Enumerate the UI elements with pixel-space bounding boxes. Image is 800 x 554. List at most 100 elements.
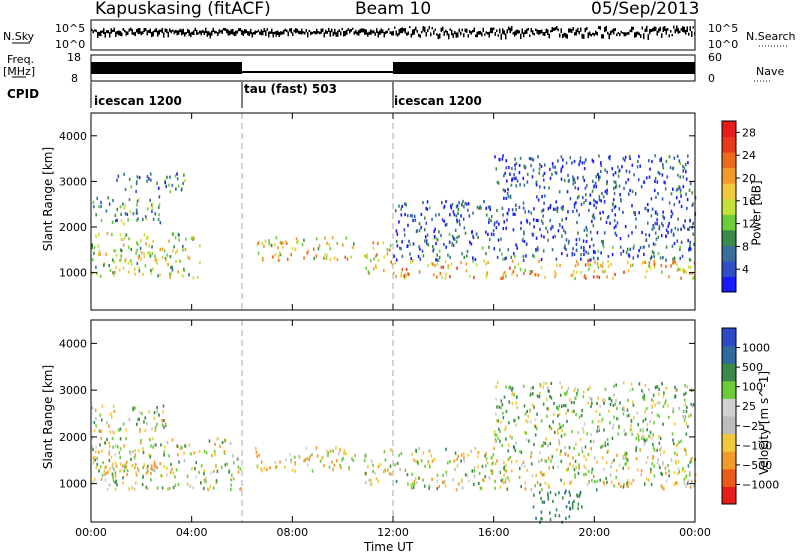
power-cell [493,247,496,251]
nsky-trace-sample [91,28,93,32]
power-cell [188,256,191,260]
velocity-cell [449,459,451,464]
velocity-cell [558,422,561,426]
velocity-cell [159,462,162,466]
power-cell [192,276,195,280]
power-colorbar-tick-label: 24 [742,149,756,162]
velocity-cell [364,471,367,475]
power-cell [663,180,666,184]
power-cell [483,259,485,263]
velocity-cell [166,441,169,445]
power-cell [140,251,143,255]
power-cell [449,275,451,279]
nsky-trace-sample [518,30,520,34]
velocity-cell [343,452,345,456]
velocity-cell [342,456,344,461]
velocity-cell [195,461,198,465]
velocity-cell [142,447,144,451]
velocity-cell [629,388,632,392]
velocity-cell [509,386,512,390]
velocity-cell [209,485,212,489]
nsky-trace-sample [284,28,286,32]
velocity-cell [547,456,550,461]
power-colorbar-cell [722,183,736,200]
power-cell [543,186,546,190]
nsky-trace-sample [476,31,478,38]
velocity-cell [513,393,515,397]
power-cell [500,237,502,241]
velocity-cell [161,419,163,423]
power-cell [685,177,688,181]
velocity-cell [637,435,640,439]
power-cell [515,184,518,188]
power-cell [627,178,630,182]
nsky-trace-sample [179,28,181,33]
power-cell [654,179,656,184]
velocity-cell [528,439,530,443]
nsky-trace-sample [364,28,366,35]
power-cell [161,247,164,251]
power-cell [575,259,578,264]
velocity-cell [579,437,582,442]
power-colorbar-frame [721,120,737,293]
velocity-cell [372,463,374,467]
velocity-colorbar-cell [722,328,736,347]
power-cell [426,207,429,211]
power-cell [157,186,160,190]
power-cell [601,191,603,196]
velocity-cell [689,460,691,464]
power-cell [403,233,406,237]
power-cell [105,252,108,256]
power-cell [317,247,320,251]
velocity-cell [650,397,653,402]
power-cell [574,264,577,268]
power-cell [522,201,525,205]
power-cell [445,199,447,204]
velocity-cell [540,419,543,423]
power-cell [687,161,689,165]
velocity-cell [652,446,655,450]
power-cell [465,202,468,206]
power-cell [296,241,298,245]
power-cell [514,203,517,207]
nsky-trace-sample [514,31,516,37]
velocity-cell [138,417,141,421]
power-cell [538,171,541,175]
velocity-cell [499,429,501,434]
velocity-cell [204,479,206,484]
power-cell [157,205,160,210]
velocity-cell [546,407,549,411]
velocity-cell [641,436,643,440]
velocity-cell [150,471,152,476]
power-cell [135,189,137,194]
nsky-trace-sample [406,32,408,36]
power-cell [427,243,430,247]
power-cell [628,254,631,258]
power-cell [585,225,588,230]
velocity-cell [510,460,513,464]
power-cell [571,253,574,257]
power-cell [591,219,593,223]
velocity-cell [97,450,100,454]
power-cell [629,188,631,193]
nsky-trace-sample [470,31,472,35]
velocity-cell [99,413,102,417]
power-cell [629,156,631,161]
power-cell [544,163,546,167]
power-cell [401,240,403,244]
velocity-cell [564,452,567,456]
velocity-cell [491,471,494,475]
ytick-label: 3000 [59,175,87,188]
power-cell [418,222,421,226]
xtick-label: 12:00 [377,526,409,539]
nsky-label: N.Sky [3,30,35,43]
ytick-label: 1000 [59,478,87,491]
power-cell [313,256,316,260]
power-cell [197,275,199,280]
velocity-cell [490,456,492,460]
velocity-cell [132,450,134,454]
velocity-cell [608,396,610,401]
nsky-trace-sample [151,31,153,38]
power-cell [511,167,513,171]
power-cell [589,258,591,262]
